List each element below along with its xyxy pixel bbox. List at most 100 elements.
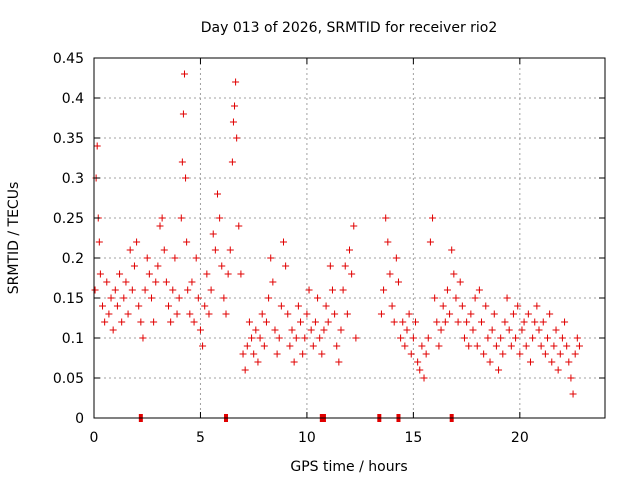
- data-point: [128, 286, 136, 294]
- data-point: [133, 238, 141, 246]
- data-point: [265, 294, 273, 302]
- data-point: [109, 326, 117, 334]
- data-point: [105, 310, 113, 318]
- data-point: [467, 310, 475, 318]
- data-point: [529, 334, 537, 342]
- data-point: [341, 262, 349, 270]
- data-point: [165, 302, 173, 310]
- data-point: [433, 318, 441, 326]
- data-point: [167, 318, 175, 326]
- y-tick-label: 0.2: [62, 251, 84, 267]
- data-point: [113, 302, 121, 310]
- x-axis-title: GPS time / hours: [290, 459, 407, 475]
- data-point: [316, 334, 324, 342]
- data-point: [460, 334, 468, 342]
- data-point: [93, 142, 101, 150]
- data-point: [156, 222, 164, 230]
- chart-title: Day 013 of 2026, SRMTID for receiver rio…: [201, 20, 498, 36]
- data-point: [309, 342, 317, 350]
- data-point: [550, 342, 558, 350]
- data-point: [446, 310, 454, 318]
- data-point: [478, 318, 486, 326]
- data-point: [239, 350, 247, 358]
- grid: [94, 58, 605, 418]
- data-point: [311, 318, 319, 326]
- data-point: [158, 214, 166, 222]
- data-point: [224, 270, 232, 278]
- data-point: [535, 326, 543, 334]
- data-point: [437, 326, 445, 334]
- data-point: [392, 254, 400, 262]
- data-point: [571, 350, 579, 358]
- data-point: [475, 286, 483, 294]
- data-point: [169, 286, 177, 294]
- data-point: [301, 334, 309, 342]
- data-point: [107, 294, 115, 302]
- data-point: [248, 334, 256, 342]
- data-point: [495, 366, 503, 374]
- x-tick-label: 0: [90, 430, 99, 446]
- data-point: [386, 270, 394, 278]
- data-point: [286, 342, 294, 350]
- data-point: [407, 350, 415, 358]
- data-point: [488, 326, 496, 334]
- x-tick-label: 5: [196, 430, 205, 446]
- data-point: [237, 270, 245, 278]
- data-point: [194, 294, 202, 302]
- data-point: [254, 358, 262, 366]
- data-point: [486, 358, 494, 366]
- data-point: [243, 342, 251, 350]
- data-point: [124, 310, 132, 318]
- data-point: [563, 342, 571, 350]
- data-point: [213, 190, 221, 198]
- data-point: [507, 342, 515, 350]
- data-point: [518, 326, 526, 334]
- data-point: [173, 310, 181, 318]
- data-point: [471, 294, 479, 302]
- data-point: [431, 294, 439, 302]
- data-point: [454, 318, 462, 326]
- data-point: [182, 174, 190, 182]
- y-tick-label: 0.1: [62, 331, 84, 347]
- data-point: [516, 350, 524, 358]
- data-point: [541, 350, 549, 358]
- data-point: [235, 222, 243, 230]
- data-point: [352, 334, 360, 342]
- data-point: [505, 326, 513, 334]
- data-point: [207, 286, 215, 294]
- data-point: [569, 390, 577, 398]
- data-point: [418, 342, 426, 350]
- data-point: [405, 310, 413, 318]
- data-point: [305, 286, 313, 294]
- data-point: [273, 350, 281, 358]
- data-point: [561, 318, 569, 326]
- data-point: [499, 350, 507, 358]
- y-axis-title: SRMTID / TECUs: [6, 182, 22, 295]
- data-point: [480, 350, 488, 358]
- data-point: [258, 310, 266, 318]
- data-point: [292, 334, 300, 342]
- data-point: [335, 358, 343, 366]
- data-point: [184, 286, 192, 294]
- data-point: [277, 302, 285, 310]
- data-point: [284, 310, 292, 318]
- data-point: [252, 326, 260, 334]
- data-point: [473, 342, 481, 350]
- data-point: [318, 350, 326, 358]
- data-point: [548, 358, 556, 366]
- data-point: [448, 246, 456, 254]
- data-point: [350, 222, 358, 230]
- data-point: [384, 238, 392, 246]
- data-point: [177, 214, 185, 222]
- tick-labels: 0 0.05 0.1 0.15 0.2 0.25 0.3 0.35 0.4 0.45 0 5 10 15 2…: [53, 51, 529, 446]
- data-point: [147, 294, 155, 302]
- data-point: [178, 158, 186, 166]
- data-point: [439, 302, 447, 310]
- data-point: [416, 366, 424, 374]
- data-point: [145, 270, 153, 278]
- data-point: [441, 318, 449, 326]
- x-tick-label: 10: [298, 430, 316, 446]
- y-tick-label: 0.4: [62, 91, 84, 107]
- data-point: [226, 246, 234, 254]
